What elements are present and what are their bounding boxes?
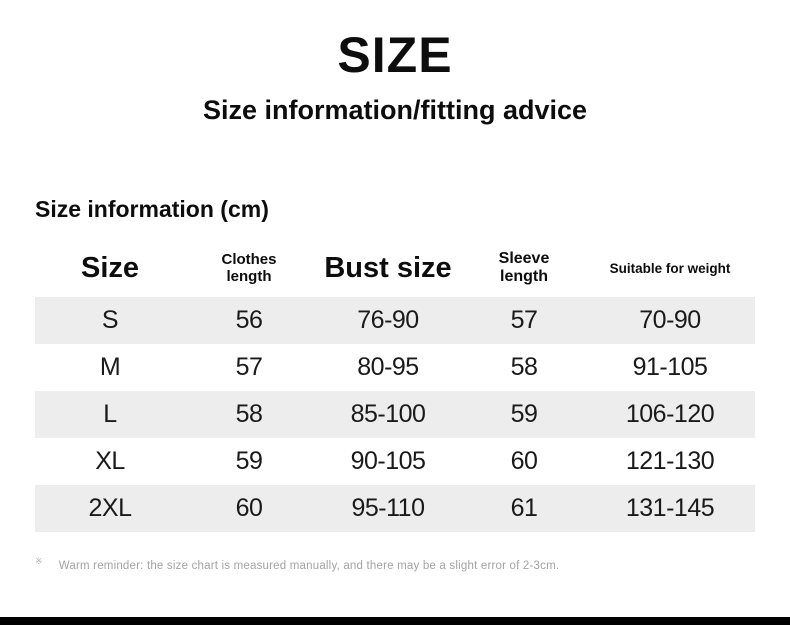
cell-bust-size: 90-105: [350, 447, 426, 475]
section-heading: Size information (cm): [35, 196, 269, 222]
table-row-xl: XL 59 90-105 60 121-130: [35, 438, 755, 485]
cell-clothes-length: 59: [235, 447, 263, 475]
cell-size: XL: [95, 447, 125, 475]
cell-size: M: [99, 353, 121, 381]
cell-sleeve-length: 61: [463, 485, 585, 532]
table-row-m: M 57 80-95 58 91-105: [35, 344, 755, 391]
cell-size: 2XL: [35, 485, 185, 532]
cell-clothes-length: 60: [185, 485, 313, 532]
cell-size: S: [35, 297, 185, 344]
cell-bust-size: 85-100: [313, 391, 463, 438]
cell-sleeve-length: 57: [463, 297, 585, 344]
header-label-line2: length: [226, 268, 272, 285]
cell-weight: 131-145: [585, 485, 755, 532]
cell-clothes-length: 57: [235, 353, 263, 381]
header-cell-suitable-weight: Suitable for weight: [585, 239, 755, 297]
size-table: Size Clothes length Bust size Sleeve len…: [35, 239, 755, 532]
header-cell-bust-size: Bust size: [313, 239, 463, 297]
header-cell-clothes-length: Clothes length: [185, 239, 313, 297]
cell-bust-size: 80-95: [357, 353, 419, 381]
header-cell-size: Size: [35, 239, 185, 297]
header-label-line2: length: [500, 268, 548, 285]
header-label: Size: [80, 251, 140, 284]
cell-weight: 121-130: [625, 447, 715, 475]
table-row-l: L 58 85-100 59 106-120: [35, 391, 755, 438]
cell-bust-size: 76-90: [313, 297, 463, 344]
cell-sleeve-length: 60: [510, 447, 538, 475]
bottom-divider-bar: [0, 617, 790, 625]
cell-weight: 106-120: [585, 391, 755, 438]
cell-bust-size: 95-110: [313, 485, 463, 532]
page-title: SIZE: [337, 27, 453, 83]
footer-note: ※ Warm reminder: the size chart is measur…: [35, 556, 790, 572]
cell-size: L: [35, 391, 185, 438]
header-label: Suitable for weight: [609, 260, 731, 276]
header-cell-sleeve-length: Sleeve length: [463, 239, 585, 297]
header-label-line1: Sleeve: [498, 249, 550, 267]
table-row-2xl: 2XL 60 95-110 61 131-145: [35, 485, 755, 532]
cell-sleeve-length: 58: [510, 353, 538, 381]
header-label: Bust size: [324, 251, 452, 284]
cell-clothes-length: 58: [185, 391, 313, 438]
cell-sleeve-length: 59: [463, 391, 585, 438]
header-label-line1: Clothes: [221, 250, 277, 268]
table-row-s: S 56 76-90 57 70-90: [35, 297, 755, 344]
reminder-text: Warm reminder: the size chart is measure…: [58, 560, 560, 572]
header-row: Size Clothes length Bust size Sleeve len…: [35, 239, 755, 297]
cell-clothes-length: 56: [185, 297, 313, 344]
cell-weight: 91-105: [632, 353, 708, 381]
cell-weight: 70-90: [585, 297, 755, 344]
page-subtitle: Size information/fitting advice: [202, 95, 588, 125]
reference-mark-icon: ※: [35, 556, 43, 566]
